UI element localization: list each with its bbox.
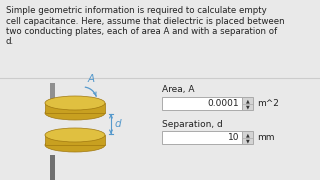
Bar — [162, 131, 242, 144]
Text: ▲: ▲ — [246, 132, 249, 137]
Text: mm: mm — [257, 133, 275, 142]
Text: ▲: ▲ — [246, 98, 249, 103]
Text: d.: d. — [6, 37, 14, 46]
Text: d: d — [115, 119, 122, 129]
Text: ▼: ▼ — [246, 104, 249, 109]
Bar — [50, 83, 54, 113]
Text: two conducting plates, each of area A and with a separation of: two conducting plates, each of area A an… — [6, 27, 277, 36]
Ellipse shape — [45, 138, 105, 152]
Bar — [242, 131, 253, 144]
Text: Separation, d: Separation, d — [162, 120, 223, 129]
Bar — [242, 97, 253, 110]
Text: 0.0001: 0.0001 — [207, 99, 239, 108]
Ellipse shape — [45, 96, 105, 110]
Text: 10: 10 — [228, 133, 239, 142]
Bar — [162, 97, 242, 110]
Bar — [50, 155, 54, 180]
Polygon shape — [45, 135, 105, 145]
Text: Simple geometric information is required to calculate empty: Simple geometric information is required… — [6, 6, 267, 15]
Text: A: A — [87, 74, 94, 84]
Polygon shape — [45, 103, 105, 113]
Text: cell capacitance. Here, assume that dielectric is placed between: cell capacitance. Here, assume that diel… — [6, 17, 284, 26]
Text: Area, A: Area, A — [162, 85, 195, 94]
Text: ▼: ▼ — [246, 138, 249, 143]
Ellipse shape — [45, 128, 105, 142]
Ellipse shape — [45, 106, 105, 120]
Text: m^2: m^2 — [257, 99, 279, 108]
